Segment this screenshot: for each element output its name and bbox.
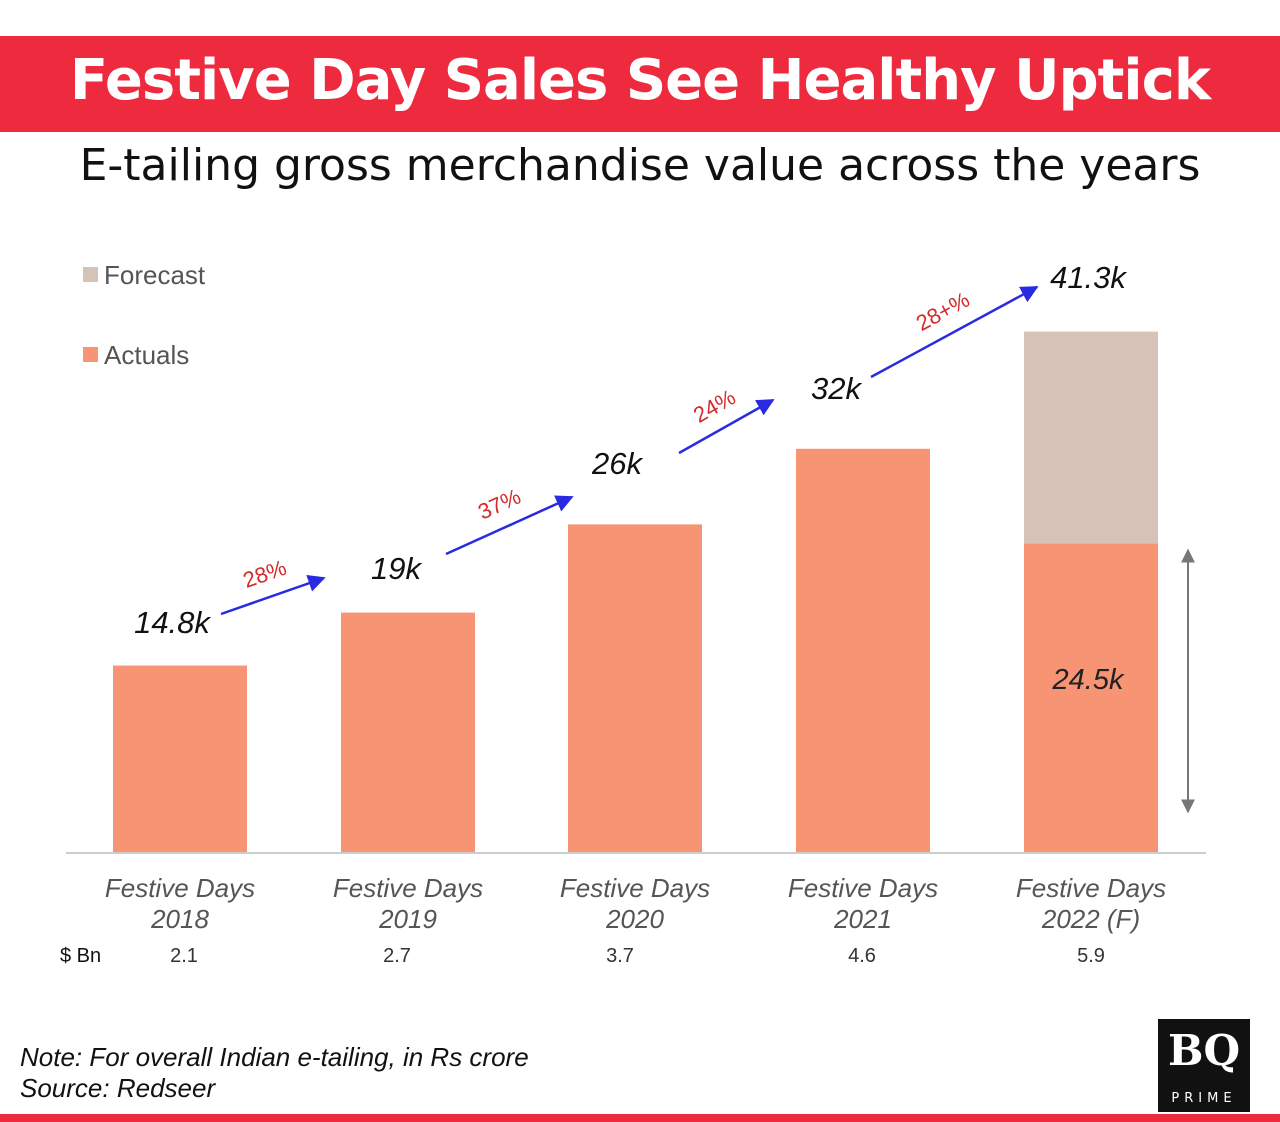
usd-value: 3.7 [606,945,634,967]
legend-label-actuals: Actuals [104,340,189,370]
growth-label: 28% [240,555,290,593]
category-label-line2: 2018 [150,904,209,934]
category-label-line2: 2021 [833,904,892,934]
value-label: 14.8k [134,605,211,640]
category-label-line1: Festive Days [560,873,710,903]
value-label: 32k [811,371,862,406]
category-label-line2: 2019 [378,904,437,934]
bottom-accent-bar [0,1114,1280,1122]
usd-value: 2.1 [170,945,198,967]
value-label: 41.3k [1050,260,1127,295]
legend-swatch-actuals [83,347,98,362]
growth-arrow [870,285,1039,379]
logo-main-text: BQ [1167,1026,1241,1075]
page-title: Festive Day Sales See Healthy Uptick [69,48,1211,113]
bar-actuals [568,524,702,852]
source-text: Source: Redseer [20,1073,216,1103]
note-text: Note: For overall Indian e-tailing, in R… [20,1042,529,1072]
bar-actuals [1024,543,1158,852]
category-label-line2: 2020 [605,904,664,934]
legend-label-forecast: Forecast [104,260,206,290]
growth-arrow [220,574,326,616]
category-label-line1: Festive Days [105,873,255,903]
bar-actuals [341,612,475,852]
usd-value: 2.7 [383,945,411,967]
category-label-line2: 2022 (F) [1041,904,1140,934]
category-label-line1: Festive Days [788,873,938,903]
growth-arrow [678,398,775,455]
growth-arrow [445,495,574,556]
bq-prime-logo: BQ PRIME [1158,1019,1250,1112]
bar-forecast [1024,331,1158,544]
page-subtitle: E-tailing gross merchandise value across… [79,140,1201,191]
footnote: Note: For overall Indian e-tailing, in R… [20,1042,529,1104]
value-label: 26k [591,446,643,481]
category-label-line1: Festive Days [333,873,483,903]
category-label-line1: Festive Days [1016,873,1166,903]
usd-row-label: $ Bn [60,945,101,967]
growth-label: 28+% [912,287,974,336]
usd-value: 5.9 [1077,945,1105,967]
usd-value: 4.6 [848,945,876,967]
bar-actuals [113,665,247,852]
growth-label: 24% [689,384,740,427]
value-label: 19k [371,551,422,586]
title-banner: Festive Day Sales See Healthy Uptick [0,36,1280,132]
growth-label: 37% [474,484,524,525]
bar-actuals [796,448,930,852]
logo-sub-text: PRIME [1171,1091,1237,1106]
value-label-actual-2022: 24.5k [1052,664,1125,696]
legend-swatch-forecast [83,267,98,282]
